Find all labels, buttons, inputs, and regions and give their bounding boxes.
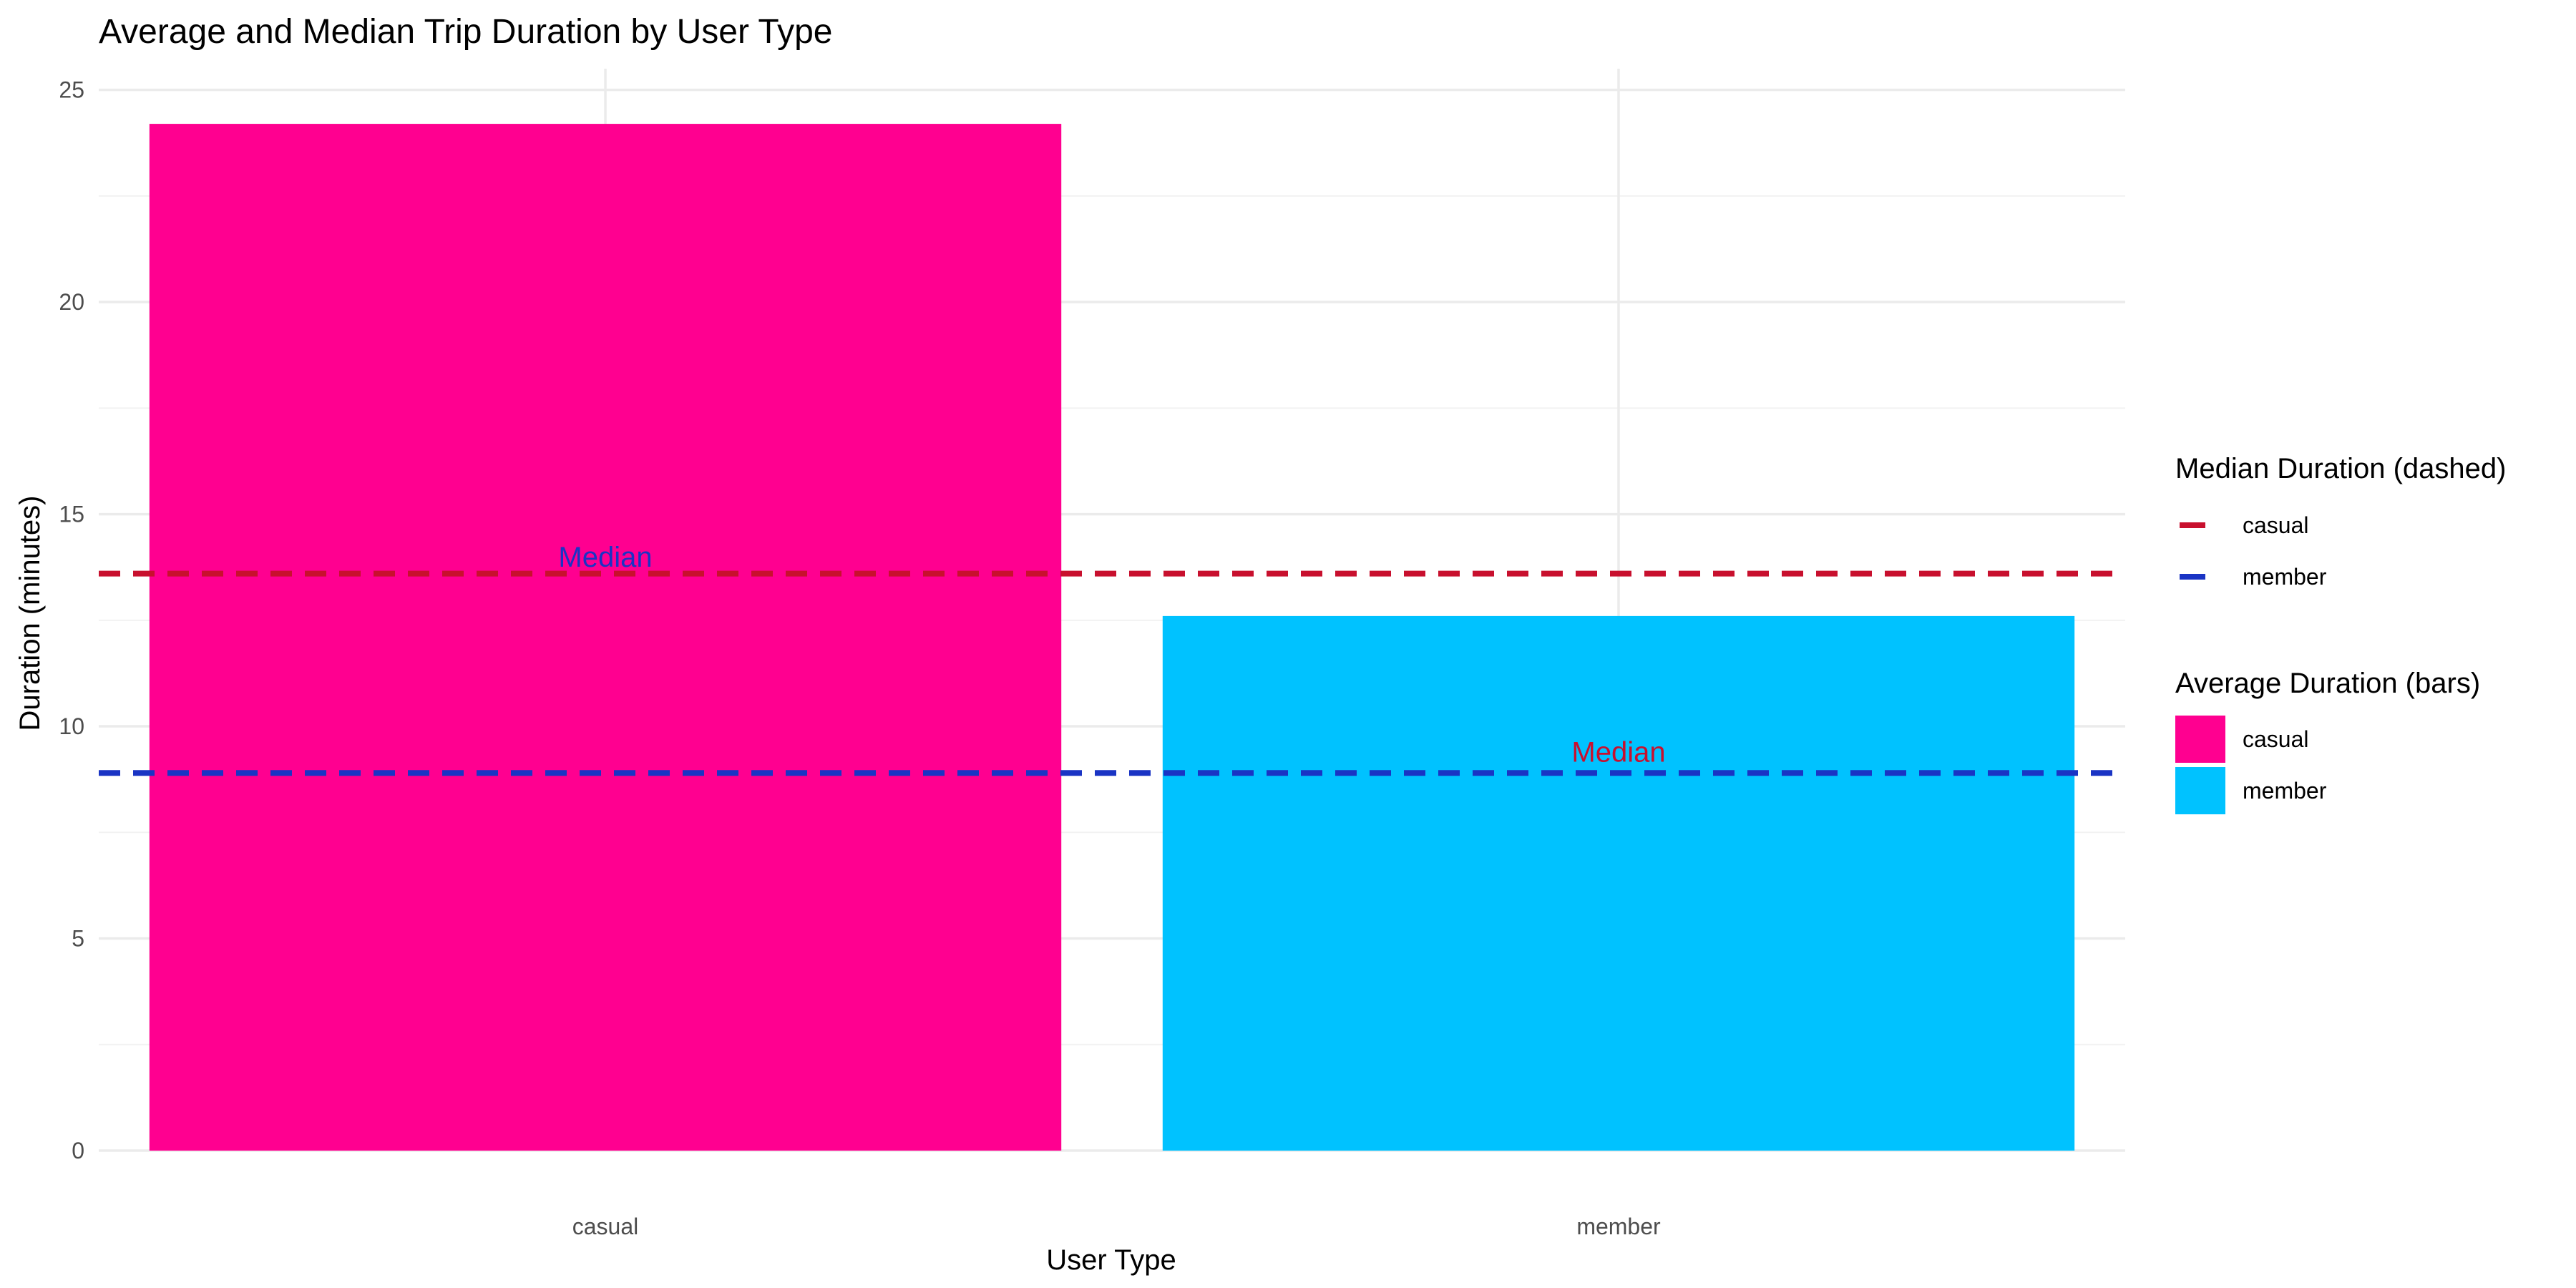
median-annotation-casual: Median	[558, 542, 652, 573]
y-tick-label: 25	[59, 77, 84, 103]
y-axis-ticks: 0 5 10 15 20 25	[59, 77, 84, 1163]
bar-casual	[149, 124, 1062, 1151]
y-tick-label: 0	[72, 1138, 84, 1163]
bar-member	[1162, 615, 2075, 1151]
median-lines	[99, 570, 2125, 776]
legend-bars-key-casual	[2175, 716, 2225, 763]
y-tick-label: 5	[72, 926, 84, 952]
legend-bars-label-member: member	[2243, 778, 2327, 804]
legend-median-label-casual: casual	[2243, 512, 2309, 538]
legend-bars-title: Average Duration (bars)	[2175, 668, 2480, 699]
y-tick-label: 20	[59, 289, 84, 315]
y-tick-label: 15	[59, 502, 84, 527]
x-tick-label: casual	[572, 1214, 639, 1239]
legend-bars-key-member	[2175, 767, 2225, 814]
chart-title: Average and Median Trip Duration by User…	[99, 13, 832, 51]
legend-median-label-member: member	[2243, 564, 2327, 590]
x-axis-ticks: casual member	[572, 1214, 1661, 1239]
x-axis-title: User Type	[1046, 1244, 1176, 1276]
annotations: Median Median	[558, 542, 1665, 769]
legend-median: Median Duration (dashed) casual member	[2175, 453, 2506, 590]
bars	[149, 124, 2075, 1151]
x-tick-label: member	[1576, 1214, 1661, 1239]
legend-bars: Average Duration (bars) casual member	[2175, 668, 2480, 814]
y-tick-label: 10	[59, 713, 84, 739]
median-annotation-member: Median	[1571, 737, 1665, 769]
legend-bars-label-casual: casual	[2243, 726, 2309, 752]
y-axis-title: Duration (minutes)	[14, 495, 46, 731]
legend-median-title: Median Duration (dashed)	[2175, 453, 2506, 484]
